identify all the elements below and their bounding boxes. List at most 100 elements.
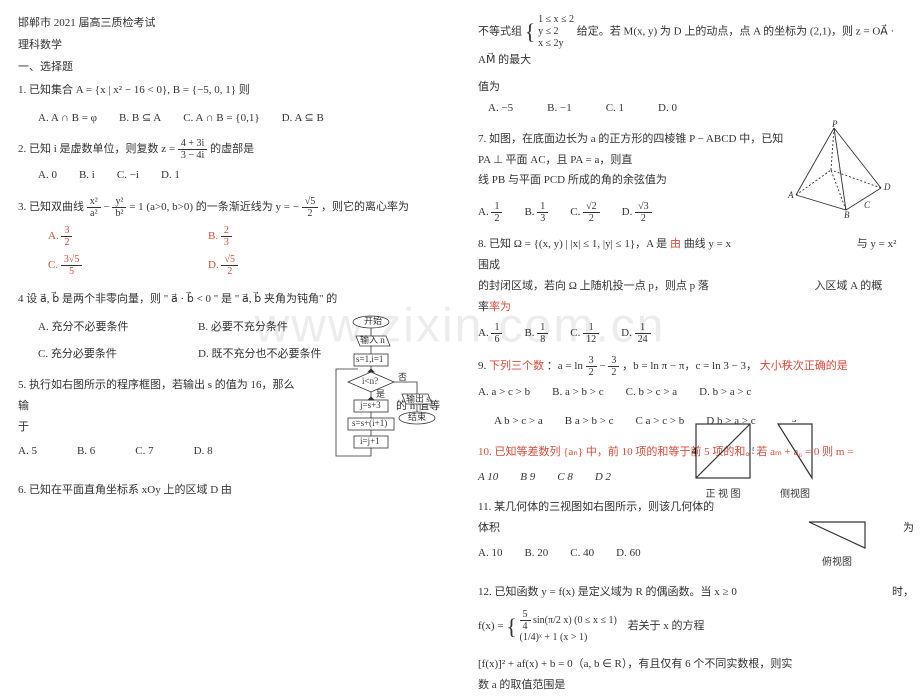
q11-opt-a: A. 10 <box>478 543 502 564</box>
side-view-label: 侧视图 <box>774 485 816 500</box>
svg-text:3: 3 <box>792 420 797 424</box>
q10-opt-b: B 9 <box>520 467 535 488</box>
q5-opt-b: B. 6 <box>77 441 95 462</box>
question-12: 12. 已知函数 y = f(x) 是定义域为 R 的偶函数。当 x ≥ 0 时… <box>478 582 798 696</box>
q5-text: 5. 执行如右图所示的程序框图，若输出 s 的值为 16，那么输 <box>18 379 295 412</box>
q9-m2: ，b = ln π − π，c = ln 3 − 3， <box>622 360 757 372</box>
question-1: 1. 已知集合 A = {x | x² − 16 < 0}, B = {−5, … <box>18 82 442 128</box>
q8-tail4: 率为 <box>489 301 511 313</box>
q11-opt-d: D. 60 <box>616 543 640 564</box>
flowchart-diagram: 开始 输入 n s=1,i=1 i<n? 是 否 j=s+3 s=s+(i+1)… <box>306 314 436 469</box>
q5-tail: 于 <box>18 417 298 438</box>
q12-piecewise: 54 sin(π/2 x) (0 ≤ x ≤ 1) (1/4)ˣ + 1 (x … <box>520 609 617 644</box>
exam-title: 邯郸市 2021 届高三质检考试 <box>18 14 442 30</box>
q5-opt-a: A. 5 <box>18 441 37 462</box>
q6b-opt-d: D. 0 <box>658 98 677 119</box>
svg-text:j=s+3: j=s+3 <box>359 400 381 410</box>
svg-text:A: A <box>787 190 794 200</box>
q9-red2: 大小秩次正确的是 <box>760 360 848 372</box>
q3-frac3: √5 2 <box>302 196 319 219</box>
question-3: 3. 已知双曲线 x² a² − y² b² = 1 (a>0, b>0) 的一… <box>18 196 442 277</box>
q3-opt-c: 3√5 5 <box>61 254 83 277</box>
top-view-label: 俯视图 <box>802 553 872 568</box>
svg-text:结束: 结束 <box>408 411 426 422</box>
q8-by: 由 <box>670 238 681 250</box>
q7-tail: 线 PB 与平面 PCD 所成的角的余弦值为 <box>478 170 788 191</box>
q12-eq: [f(x)]² + af(x) + b = 0（a, b ∈ R），有且仅有 6… <box>478 654 798 696</box>
q6b-opt-c: C. 1 <box>606 98 624 119</box>
q9-row2-a: A b > c > a <box>494 411 543 432</box>
svg-text:s=s+(i+1): s=s+(i+1) <box>352 418 387 428</box>
left-column: 邯郸市 2021 届高三质检考试 理科数学 一、选择题 1. 已知集合 A = … <box>0 0 460 651</box>
svg-text:i<n?: i<n? <box>362 376 378 386</box>
q6b-lead: 不等式组 <box>478 26 522 38</box>
question-6b: 不等式组 { 1 ≤ x ≤ 2 y ≤ 2 x ≤ 2y 给定。若 M(x, … <box>478 14 902 119</box>
q3-tail2: ，则它的离心率为 <box>321 201 409 213</box>
q8-lead: 8. 已知 Ω = {(x, y) | |x| ≤ 1, |y| ≤ 1}，A … <box>478 238 667 250</box>
q6b-tail: 值为 <box>478 77 902 98</box>
q5-opt-d: D. 8 <box>194 441 213 462</box>
q10-opt-a: A 10 <box>478 467 498 488</box>
svg-text:输入 n: 输入 n <box>360 334 385 345</box>
q1-opt-a: A. A ∩ B = φ <box>38 108 97 129</box>
svg-text:开始: 开始 <box>364 315 382 326</box>
q3-opt-d: √5 2 <box>221 254 238 277</box>
q3-tail1: = 1 (a>0, b>0) 的一条渐近线为 y = − <box>129 201 299 213</box>
right-column: 不等式组 { 1 ≤ x ≤ 2 y ≤ 2 x ≤ 2y 给定。若 M(x, … <box>460 0 920 651</box>
svg-text:D: D <box>883 182 891 192</box>
svg-text:P: P <box>831 120 838 129</box>
q4-text: 4 设 a⃗, b⃗ 是两个非零向量，则 " a⃗ · b⃗ < 0 " 是 "… <box>18 291 442 309</box>
q6b-opt-b: B. −1 <box>547 98 572 119</box>
q7-text: 7. 如图，在底面边长为 a 的正方形的四棱锥 P − ABCD 中，已知 PA… <box>478 129 788 171</box>
q9-opt-a: A. a > c > b <box>478 382 530 403</box>
q6b-system: 1 ≤ x ≤ 2 y ≤ 2 x ≤ 2y <box>538 14 574 50</box>
question-11: 11. 某几何体的三视图如右图所示，则该几何体的体积 为 A. 10 B. 20… <box>478 497 718 564</box>
q8-tail2: 的封闭区域，若向 Ω 上随机投一点 p，则点 p 落 <box>478 280 709 292</box>
svg-text:5: 5 <box>752 446 754 456</box>
q2-tail: 的虚部是 <box>210 144 254 156</box>
q1-opt-b: B. B ⊆ A <box>119 108 161 129</box>
q2-opt-d: D. 1 <box>161 165 180 186</box>
q12-fx: f(x) = <box>478 620 506 632</box>
svg-text:是: 是 <box>376 389 385 399</box>
svg-text:否: 否 <box>398 372 407 382</box>
q9-opt-c: C. b > c > a <box>626 382 678 403</box>
q9-row2-c: C a > c > b <box>636 411 685 432</box>
question-5: 5. 执行如右图所示的程序框图，若输出 s 的值为 16，那么输 的 n 值等 … <box>18 375 298 463</box>
q9-opt-d: D. b > a > c <box>699 382 751 403</box>
q4-opt-a: A. 充分不必要条件 <box>38 317 198 338</box>
q11-opt-b: B. 20 <box>524 543 548 564</box>
q1-text: 1. 已知集合 A = {x | x² − 16 < 0}, B = {−5, … <box>18 82 442 100</box>
three-views: 4 5 正 视 图 3 侧视图 <box>692 420 912 500</box>
top-view: 俯视图 <box>802 520 872 560</box>
q3-lead: 3. 已知双曲线 <box>18 201 84 213</box>
svg-text:s=1,i=1: s=1,i=1 <box>356 354 383 364</box>
q9-row2-b: B a > b > c <box>565 411 614 432</box>
q12-mid: 若关于 x 的方程 <box>628 620 705 632</box>
pyramid-diagram: P A B D C <box>776 120 896 220</box>
q2-fraction: 4 + 3i 3 − 4i <box>178 138 207 161</box>
q3-opt-b: 2 3 <box>221 225 232 248</box>
question-2: 2. 已知 i 是虚数单位，则复数 z = 4 + 3i 3 − 4i 的虚部是… <box>18 138 442 186</box>
q10-opt-d: D 2 <box>595 467 611 488</box>
svg-text:B: B <box>844 210 850 220</box>
q9-opt-b: B. a > b > c <box>552 382 604 403</box>
q9-red1: 下列三个数 <box>489 360 544 372</box>
q3-frac1: x² a² <box>87 196 101 219</box>
question-7: 7. 如图，在底面边长为 a 的正方形的四棱锥 P − ABCD 中，已知 PA… <box>478 129 788 225</box>
question-8: 8. 已知 Ω = {(x, y) | |x| ≤ 1, |y| ≤ 1}，A … <box>478 234 902 345</box>
q8-tail3: 入区域 A 的概 <box>814 280 882 292</box>
q9-lead: 9. <box>478 360 489 372</box>
subject: 理科数学 <box>18 36 442 52</box>
q1-opt-d: D. A ⊆ B <box>282 108 324 129</box>
q3-opt-a: 3 2 <box>61 225 72 248</box>
q11-text: 11. 某几何体的三视图如右图所示，则该几何体的体积 <box>478 501 714 534</box>
q5-opt-c: C. 7 <box>135 441 153 462</box>
q3-frac2: y² b² <box>112 196 126 219</box>
q4-opt-c: C. 充分必要条件 <box>38 344 198 365</box>
q11-tail: 为 <box>903 518 914 539</box>
q2-opt-c: C. −i <box>117 165 139 186</box>
q10-opt-c: C 8 <box>557 467 573 488</box>
q11-opt-c: C. 40 <box>570 543 594 564</box>
section-heading: 一、选择题 <box>18 58 442 74</box>
